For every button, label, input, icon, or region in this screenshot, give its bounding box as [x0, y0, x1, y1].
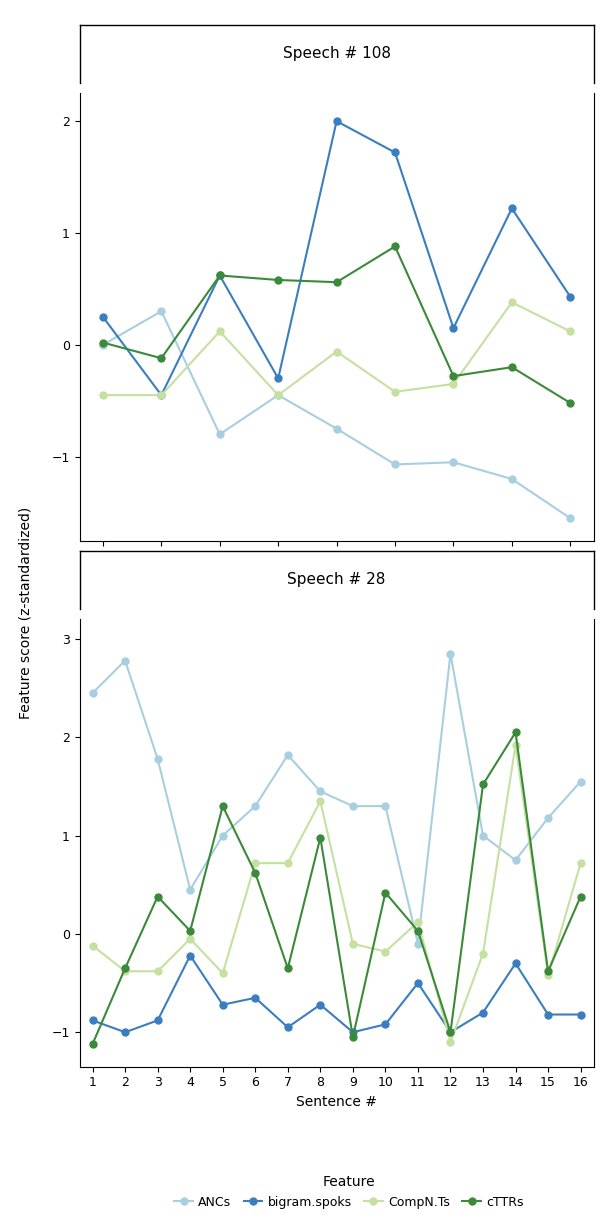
Legend: ANCs, bigram.spoks, CompN.Ts, cTTRs: ANCs, bigram.spoks, CompN.Ts, cTTRs [170, 1171, 528, 1214]
Text: Speech # 108: Speech # 108 [283, 47, 390, 61]
Text: Feature score (z-standardized): Feature score (z-standardized) [18, 506, 32, 720]
Text: Speech # 28: Speech # 28 [288, 573, 386, 587]
X-axis label: Sentence #: Sentence # [296, 1095, 377, 1108]
